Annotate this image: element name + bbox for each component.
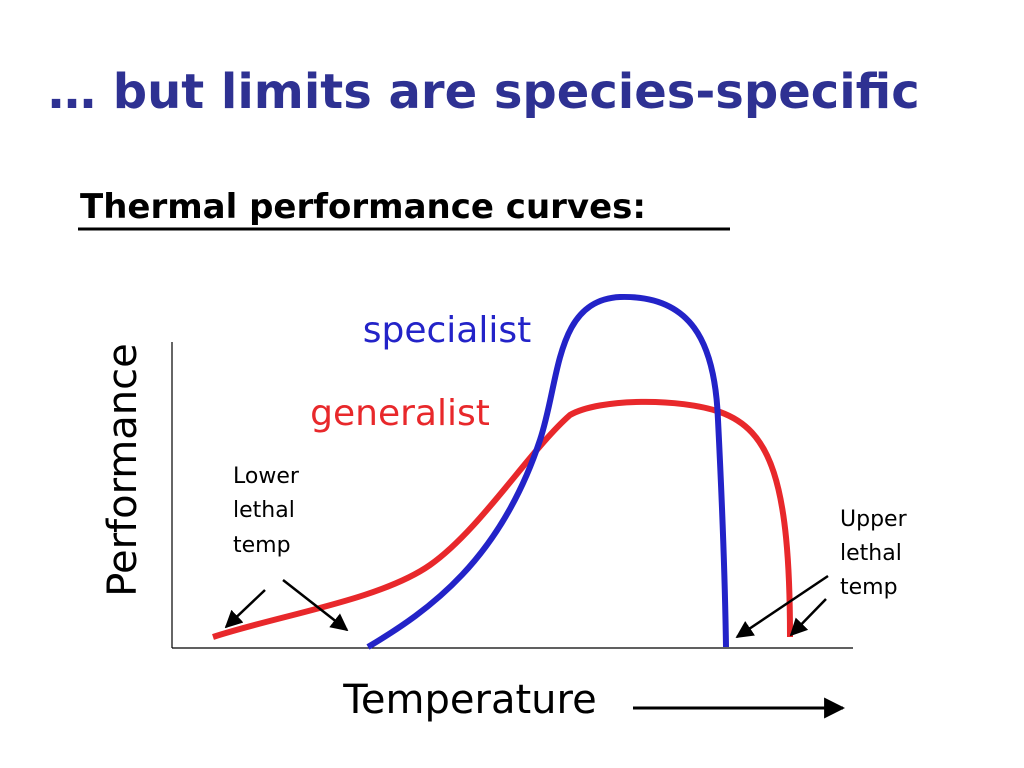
y-axis-label: Performance [100, 343, 146, 596]
annotation-line: Upper [840, 507, 908, 532]
curve-label: generalist [310, 393, 490, 434]
annotation-line: lethal [840, 541, 902, 566]
annotation-line: lethal [233, 498, 295, 523]
curve-label: specialist [363, 310, 532, 351]
generalist-curve [212, 398, 793, 640]
subtitle: Thermal performance curves: [80, 187, 646, 227]
annotation-line: Lower [233, 464, 300, 489]
x-axis-label: Temperature [342, 677, 596, 723]
slide-title: … but limits are species-specific [48, 64, 920, 120]
specialist-curve [366, 293, 729, 650]
annotation-arrow [282, 579, 349, 632]
annotation-arrow [735, 574, 829, 639]
annotation-arrow [224, 589, 266, 629]
annotation-arrow [789, 598, 827, 637]
annotation-line: temp [840, 575, 898, 600]
annotation-line: temp [233, 533, 291, 558]
